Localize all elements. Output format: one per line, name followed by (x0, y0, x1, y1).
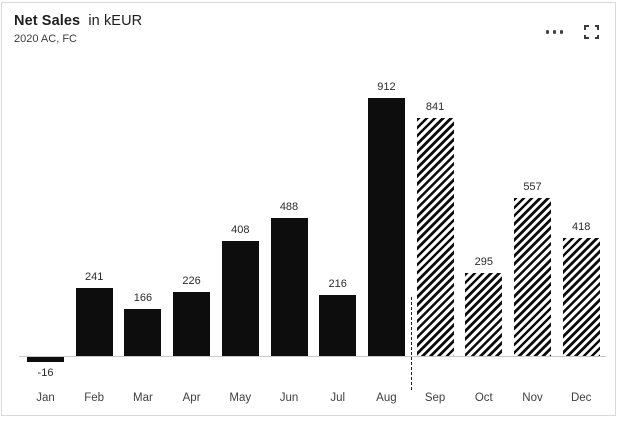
focus-mode-icon[interactable] (584, 25, 599, 39)
value-label: 408 (231, 224, 250, 236)
value-label: 488 (279, 201, 299, 213)
bar-aug[interactable] (367, 98, 405, 356)
category-label: Aug (376, 392, 397, 404)
value-label: 557 (523, 181, 542, 193)
bar-chart: -16 Jan 241 Feb 166 Mar 226 Apr 408 May 488 Jun 216 J… (2, 3, 617, 417)
chart-header: Net Sales in kEUR 2020 AC, FC (14, 12, 605, 46)
bar-may[interactable] (221, 241, 259, 356)
bar-jun[interactable] (270, 218, 308, 356)
more-options-icon[interactable] (544, 28, 566, 36)
value-label: 241 (85, 271, 104, 283)
bar-feb[interactable] (75, 288, 113, 356)
category-label: May (229, 392, 252, 404)
bar-dec[interactable] (562, 238, 600, 356)
bar-mar[interactable] (124, 309, 162, 356)
bar-nov[interactable] (514, 198, 551, 356)
value-label: 166 (133, 292, 153, 304)
category-label: Oct (474, 392, 493, 404)
category-label: Feb (84, 392, 105, 404)
value-label: -16 (37, 367, 54, 379)
category-label: Jun (279, 392, 299, 404)
bar-sep[interactable] (416, 118, 454, 356)
category-label: Sep (424, 392, 446, 404)
value-label: 841 (425, 101, 445, 113)
card-actions (544, 25, 599, 39)
chart-subtitle: 2020 AC, FC (14, 33, 77, 45)
chart-title: Net Sales in kEUR (14, 12, 605, 30)
category-label: Jan (36, 392, 55, 404)
bar-oct[interactable] (465, 273, 503, 356)
category-label: Nov (522, 392, 543, 404)
value-label: 295 (474, 256, 493, 268)
category-label: Mar (132, 392, 153, 404)
bar-jul[interactable] (319, 295, 357, 356)
value-label: 912 (377, 81, 396, 93)
chart-card: Net Sales in kEUR 2020 AC, FC -16 Jan 241 F… (1, 2, 616, 416)
category-label: Jul (330, 392, 346, 404)
bar-jan[interactable] (27, 357, 64, 362)
value-label: 216 (328, 278, 347, 290)
x-axis-line (19, 356, 606, 357)
value-label: 226 (182, 275, 201, 287)
bar-apr[interactable] (173, 292, 211, 356)
value-label: 418 (572, 221, 591, 233)
category-label: Apr (182, 392, 201, 404)
chart-title-measure: Net Sales (14, 13, 81, 29)
chart-title-units: in kEUR (88, 13, 143, 29)
category-label: Dec (570, 392, 592, 404)
forecast-separator-line (411, 297, 412, 390)
